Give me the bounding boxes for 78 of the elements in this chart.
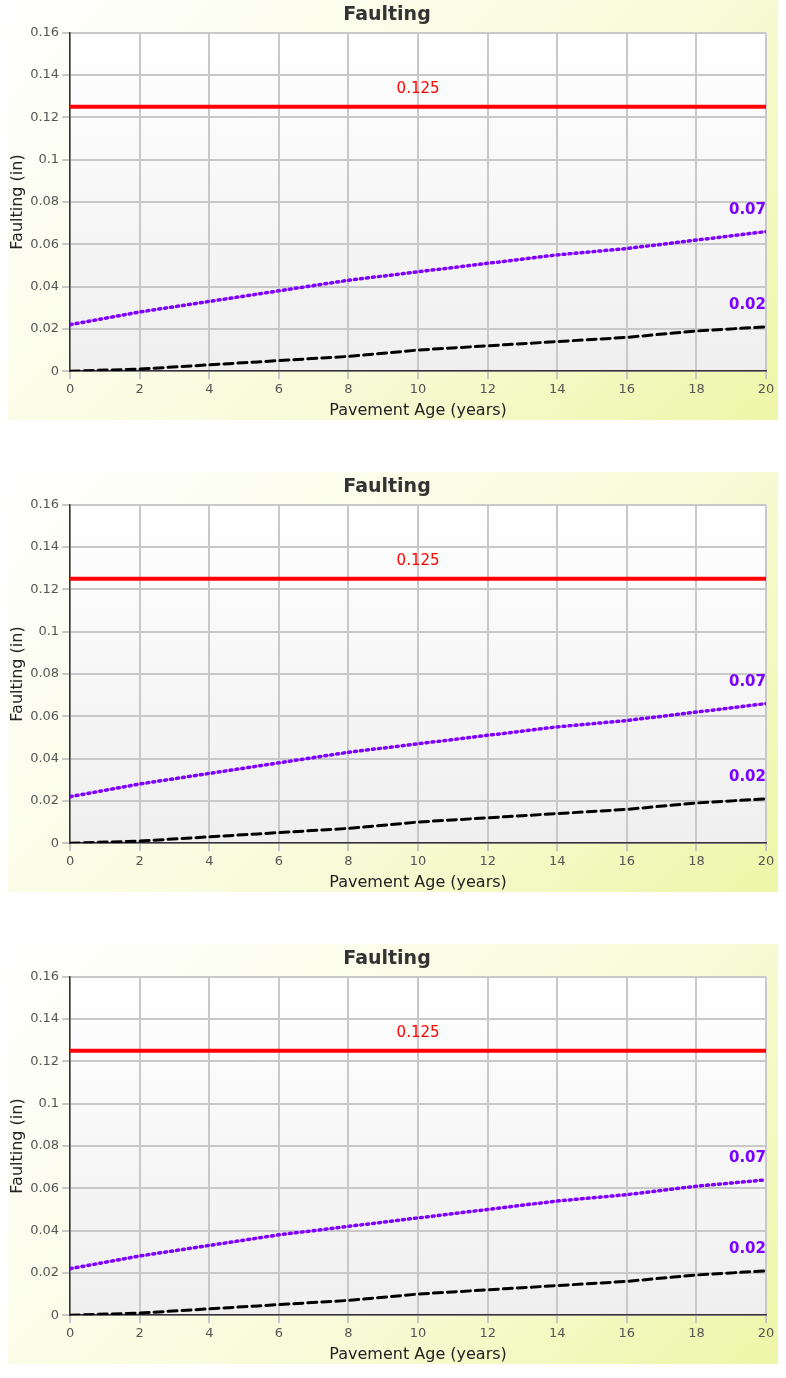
y-tick-label: 0.14 [30, 66, 60, 82]
y-axis-title: Faulting (in) [6, 1098, 26, 1194]
annotation: 0.07 [728, 200, 766, 218]
y-tick-label: 0.14 [30, 1010, 60, 1026]
y-tick-label: 0.1 [38, 151, 60, 167]
x-tick-label: 2 [135, 1325, 144, 1341]
y-tick-label: 0.1 [38, 623, 60, 639]
x-tick-label: 18 [688, 1325, 705, 1341]
x-tick-label: 20 [757, 381, 775, 397]
x-tick-label: 2 [135, 381, 144, 397]
x-tick-label: 20 [757, 853, 775, 869]
annotation: 0.02 [728, 1239, 766, 1258]
x-tick-label: 2 [135, 853, 144, 869]
x-axis-title: Pavement Age (years) [329, 1343, 507, 1363]
x-tick-label: 14 [548, 1325, 566, 1341]
y-axis-title: Faulting (in) [6, 626, 26, 722]
y-tick-label: 0.12 [30, 1052, 60, 1068]
chart-title: Faulting [343, 946, 431, 969]
y-tick-label: 0.08 [30, 193, 60, 209]
x-tick-label: 4 [205, 853, 214, 869]
x-tick-label: 8 [344, 1325, 353, 1341]
x-tick-label: 8 [344, 853, 353, 869]
y-tick-label: 0.1 [38, 1095, 60, 1111]
y-tick-label: 0 [50, 834, 60, 850]
y-tick-label: 0.08 [30, 665, 60, 681]
annotation: 0.02 [728, 767, 766, 786]
chart-title: Faulting [343, 2, 431, 25]
y-tick-label: 0.04 [30, 1221, 60, 1237]
y-tick-label: 0.02 [30, 1264, 60, 1280]
x-tick-label: 0 [66, 381, 75, 397]
x-tick-label: 4 [205, 381, 214, 397]
y-tick-label: 0.08 [30, 1137, 60, 1153]
x-tick-label: 8 [344, 381, 353, 397]
x-tick-label: 0 [66, 1325, 75, 1341]
x-tick-label: 14 [548, 381, 566, 397]
x-axis-title: Pavement Age (years) [329, 871, 507, 891]
ref-line-label: 0.125 [396, 551, 440, 570]
x-tick-label: 12 [479, 853, 496, 869]
x-tick-label: 6 [274, 1325, 284, 1341]
x-tick-label: 10 [409, 381, 427, 397]
y-tick-label: 0 [50, 362, 60, 378]
y-tick-label: 0.06 [30, 707, 60, 723]
y-tick-label: 0.02 [30, 792, 60, 808]
x-tick-label: 14 [548, 853, 566, 869]
x-tick-label: 6 [274, 853, 284, 869]
x-tick-label: 18 [688, 853, 705, 869]
ref-line-label: 0.125 [396, 79, 440, 98]
x-tick-label: 16 [618, 1325, 636, 1341]
x-tick-label: 10 [409, 853, 427, 869]
y-tick-label: 0.12 [30, 580, 60, 596]
x-tick-label: 4 [205, 1325, 214, 1341]
x-tick-label: 16 [618, 381, 636, 397]
y-tick-label: 0.06 [30, 1179, 60, 1195]
x-tick-label: 12 [479, 381, 496, 397]
ref-line-label: 0.125 [396, 1023, 440, 1042]
y-tick-label: 0.16 [30, 496, 60, 512]
annotation: 0.07 [728, 1148, 766, 1167]
x-axis-title: Pavement Age (years) [329, 399, 507, 419]
y-axis-title: Faulting (in) [6, 154, 26, 250]
x-tick-label: 12 [479, 1325, 496, 1341]
chart-title: Faulting [343, 474, 431, 497]
y-tick-label: 0.14 [30, 538, 60, 554]
y-tick-label: 0.04 [30, 749, 60, 765]
x-tick-label: 0 [66, 853, 75, 869]
x-tick-label: 6 [274, 381, 284, 397]
x-tick-label: 10 [409, 1325, 427, 1341]
x-tick-label: 20 [757, 1325, 775, 1341]
y-tick-label: 0.06 [30, 235, 60, 251]
annotation: 0.02 [728, 295, 766, 314]
x-tick-label: 18 [688, 381, 705, 397]
annotation: 0.07 [728, 672, 766, 690]
y-tick-label: 0.02 [30, 320, 60, 336]
y-tick-label: 0.04 [30, 277, 60, 293]
y-tick-label: 0.16 [30, 24, 60, 40]
x-tick-label: 16 [618, 853, 636, 869]
y-tick-label: 0.12 [30, 108, 60, 124]
y-tick-label: 0.16 [30, 968, 60, 984]
y-tick-label: 0 [50, 1306, 60, 1322]
